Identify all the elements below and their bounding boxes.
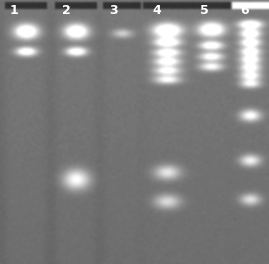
Text: 5: 5	[200, 4, 208, 17]
Text: 6: 6	[241, 4, 249, 17]
Text: 1: 1	[10, 4, 18, 17]
Text: 4: 4	[153, 4, 161, 17]
Text: 2: 2	[62, 4, 70, 17]
Text: 3: 3	[110, 4, 118, 17]
